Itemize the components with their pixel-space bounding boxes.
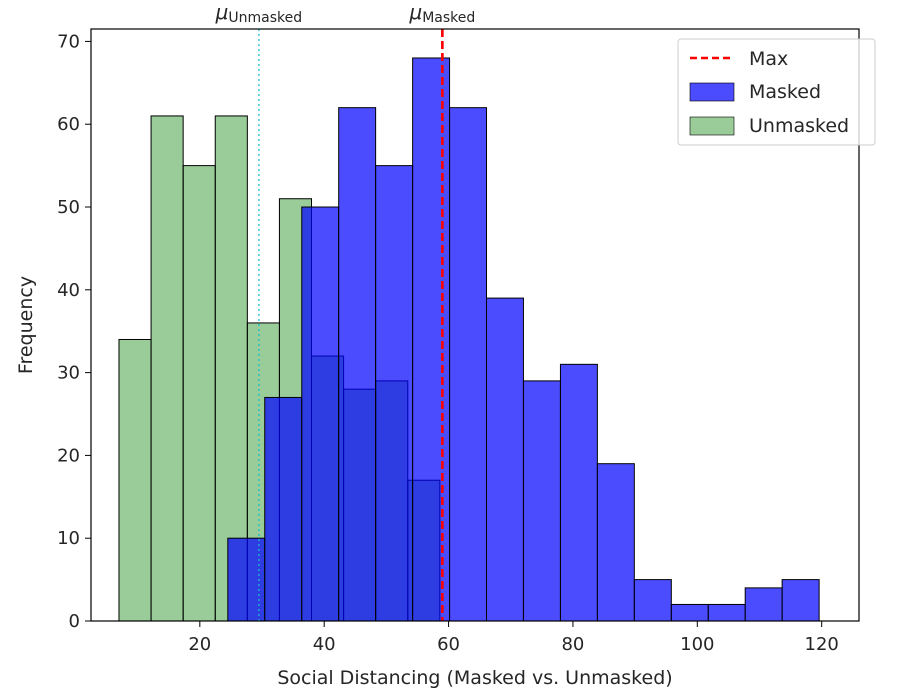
masked-bar-8	[522, 380, 561, 622]
legend-masked-label: Masked	[749, 81, 821, 103]
y-tick-label: 20	[57, 445, 80, 466]
legend-unmasked-label: Unmasked	[749, 115, 849, 137]
y-tick-label: 40	[57, 280, 80, 301]
y-axis-label: Frequency	[15, 276, 37, 374]
masked-bars	[227, 57, 820, 622]
legend: Max Masked Unmasked	[677, 38, 876, 146]
legend-max-label: Max	[749, 48, 788, 70]
masked-bar-13	[707, 603, 746, 622]
reference-lines	[258, 29, 444, 621]
masked-bar-15	[781, 579, 820, 622]
x-tick-label: 120	[805, 634, 839, 655]
unmasked-bar-2	[182, 165, 216, 622]
masked-bar-6	[449, 107, 488, 622]
masked-bar-2	[301, 206, 340, 622]
y-tick-label: 30	[57, 363, 80, 384]
x-tick-label: 80	[561, 634, 584, 655]
mean-annotations: μUnmasked μMasked	[215, 0, 476, 26]
legend-masked-swatch	[689, 82, 735, 102]
y-tick-label: 60	[57, 114, 80, 135]
unmasked-bar-1	[150, 115, 184, 622]
masked-bar-3	[338, 107, 377, 622]
y-tick-label: 10	[57, 528, 80, 549]
y-tick-label: 70	[57, 31, 80, 52]
masked-bar-4	[375, 165, 414, 622]
mean-masked-annotation: μMasked	[408, 0, 475, 26]
x-tick-label: 40	[313, 634, 336, 655]
mean-unmasked-annotation: μUnmasked	[215, 0, 302, 26]
x-axis-ticks: 20 40 60 80 100 120	[188, 621, 839, 655]
y-axis-ticks: 0 10 20 30 40 50 60 70	[57, 31, 91, 632]
masked-bar-14	[744, 587, 783, 622]
masked-bar-9	[559, 363, 598, 622]
legend-frame	[677, 38, 876, 146]
masked-bar-12	[670, 603, 709, 622]
x-axis-label: Social Distancing (Masked vs. Unmasked)	[277, 667, 672, 689]
x-tick-label: 60	[437, 634, 460, 655]
plot-frame	[90, 28, 860, 622]
x-tick-label: 100	[680, 634, 714, 655]
y-tick-label: 50	[57, 197, 80, 218]
legend-unmasked-swatch	[689, 116, 735, 136]
x-tick-label: 20	[188, 634, 211, 655]
masked-bar-5	[412, 57, 451, 622]
masked-bar-7	[486, 297, 524, 622]
masked-bar-1	[264, 396, 303, 622]
masked-bar-11	[633, 579, 672, 622]
unmasked-bar-0	[118, 338, 152, 622]
y-tick-label: 0	[69, 611, 80, 632]
masked-bar-10	[596, 463, 635, 622]
